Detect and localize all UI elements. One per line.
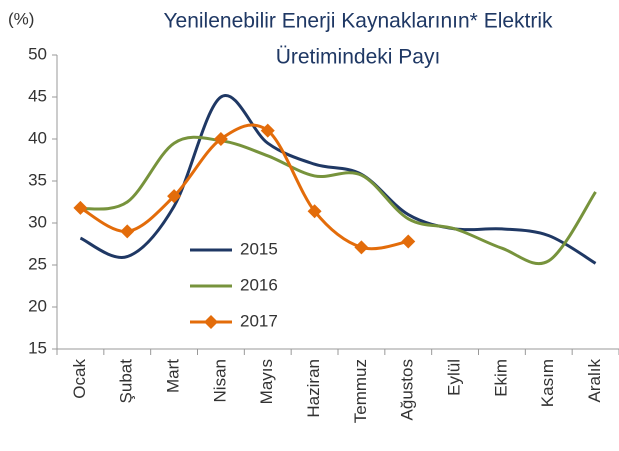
y-tick-label: 20 xyxy=(28,296,47,315)
x-tick-label: Temmuz xyxy=(351,359,370,423)
series-line xyxy=(80,135,597,266)
marker xyxy=(120,224,135,239)
y-tick-label: 25 xyxy=(28,254,47,273)
legend-label: 2016 xyxy=(240,275,278,294)
marker xyxy=(401,234,416,249)
x-tick-label: Ocak xyxy=(70,359,89,399)
y-tick-label: 45 xyxy=(28,86,47,105)
x-tick-label: Ekim xyxy=(491,359,510,397)
chart-title: Yenilenebilir Enerji Kaynaklarının* Elek… xyxy=(163,10,553,33)
y-axis-label: (%) xyxy=(8,9,34,28)
series-line xyxy=(79,93,597,265)
x-tick-label: Kasım xyxy=(538,359,557,407)
x-tick-label: Ağustos xyxy=(398,359,417,420)
x-tick-label: Haziran xyxy=(304,359,323,418)
y-tick-label: 30 xyxy=(28,212,47,231)
marker xyxy=(73,200,88,215)
y-tick-label: 15 xyxy=(28,338,47,357)
x-tick-label: Mart xyxy=(164,359,183,393)
marker xyxy=(213,132,228,146)
x-tick-label: Nisan xyxy=(210,359,229,402)
legend-label: 2017 xyxy=(240,311,278,330)
marker xyxy=(354,240,369,255)
marker xyxy=(260,123,275,138)
y-tick-label: 35 xyxy=(28,170,47,189)
marker xyxy=(307,204,322,219)
x-tick-label: Şubat xyxy=(117,359,136,404)
legend-label: 2015 xyxy=(240,239,278,258)
x-tick-label: Eylül xyxy=(445,359,464,396)
y-tick-label: 50 xyxy=(28,44,47,63)
legend-marker xyxy=(204,315,218,329)
x-tick-label: Mayıs xyxy=(257,359,276,404)
chart-title: Üretimindeki Payı xyxy=(276,46,441,69)
y-tick-label: 40 xyxy=(28,128,47,147)
marker xyxy=(167,189,182,204)
x-tick-label: Aralık xyxy=(585,359,604,403)
series-line xyxy=(79,123,409,251)
